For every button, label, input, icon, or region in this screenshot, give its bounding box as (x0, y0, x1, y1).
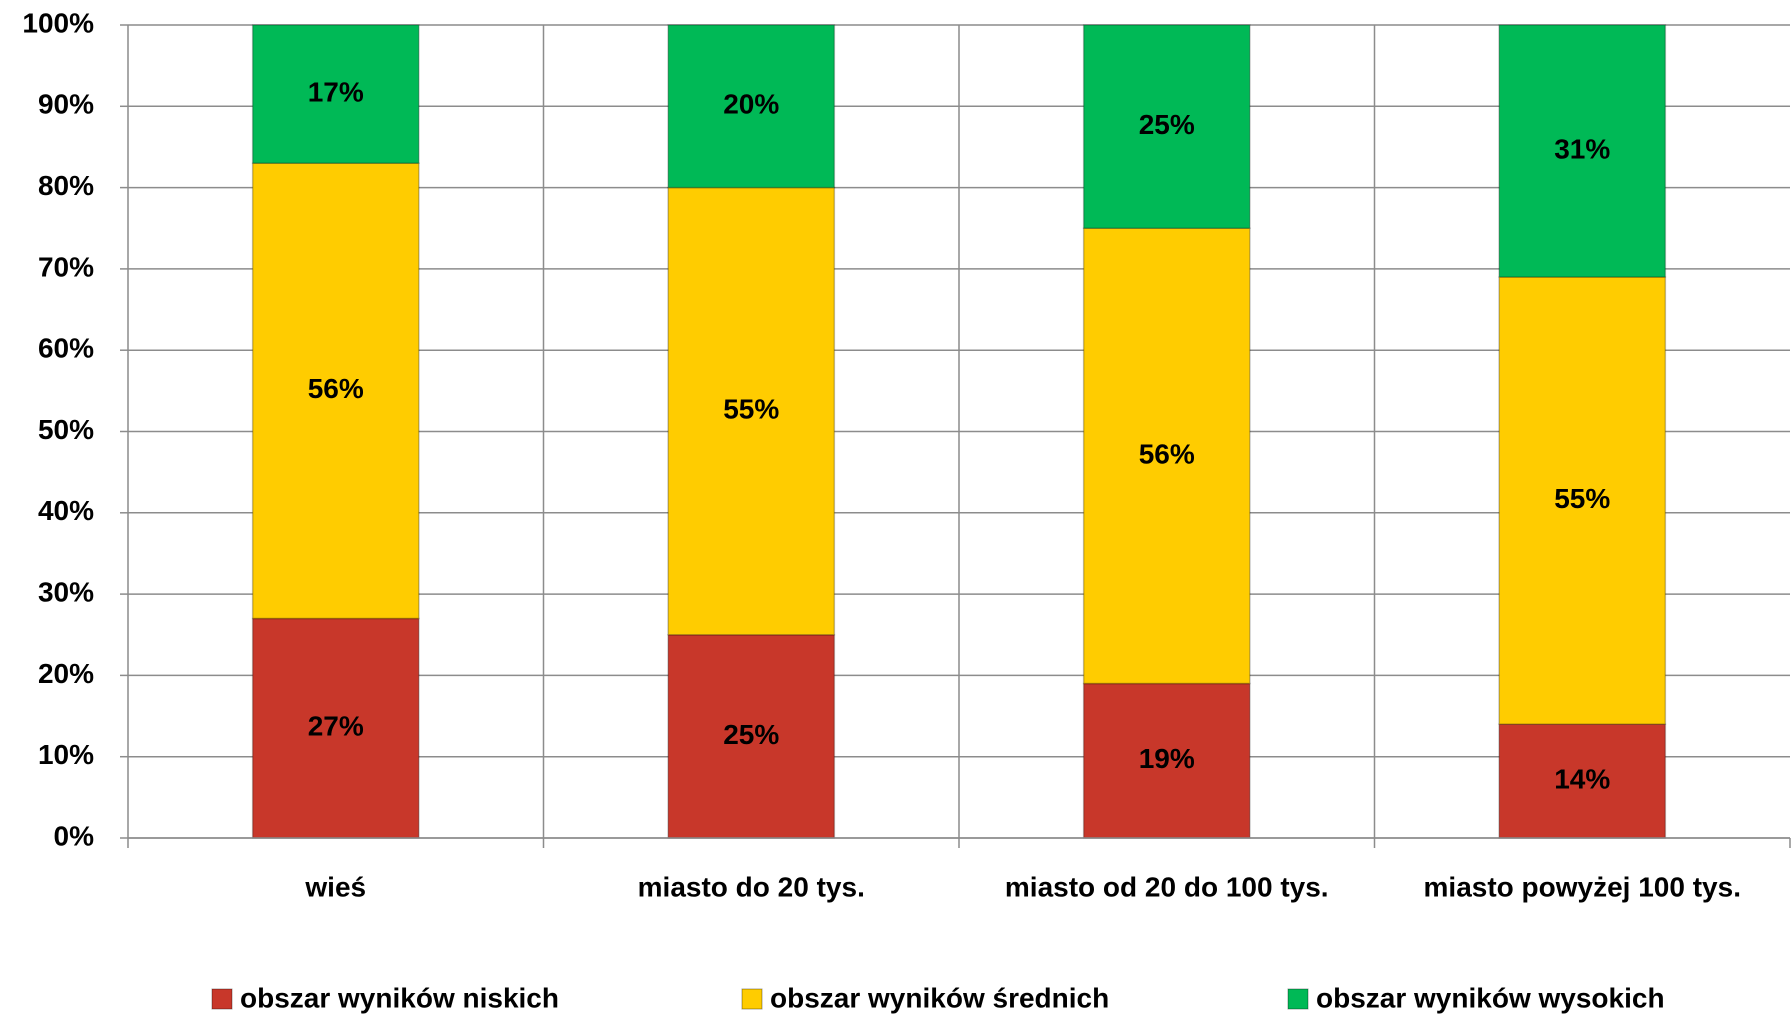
bar-segment (1498, 723, 1667, 839)
bar-segment (1498, 24, 1667, 278)
bar-segment (251, 162, 420, 620)
bar-segment (251, 617, 420, 839)
data-label: 31% (1554, 133, 1610, 164)
x-tick-label: miasto od 20 do 100 tys. (1005, 871, 1329, 902)
x-tick-label: miasto do 20 tys. (638, 871, 865, 902)
data-label: 14% (1554, 763, 1610, 794)
y-tick-label: 60% (38, 333, 94, 364)
y-tick-label: 40% (38, 495, 94, 526)
y-tick-label: 30% (38, 576, 94, 607)
bar-segment (251, 24, 420, 164)
data-label: 25% (723, 719, 779, 750)
data-label: 17% (308, 76, 364, 107)
legend-swatch (741, 988, 763, 1010)
y-tick-label: 70% (38, 251, 94, 282)
x-tick-label: wieś (304, 871, 366, 902)
y-tick-label: 0% (54, 820, 95, 851)
y-tick-label: 100% (22, 7, 94, 38)
y-tick-label: 80% (38, 170, 94, 201)
bar-segment (667, 186, 836, 636)
legend-label: obszar wyników niskich (240, 982, 559, 1013)
y-tick-label: 90% (38, 89, 94, 120)
data-label: 25% (1139, 109, 1195, 140)
y-tick-label: 10% (38, 739, 94, 770)
legend-label: obszar wyników średnich (770, 982, 1109, 1013)
data-label: 56% (1139, 438, 1195, 469)
data-label: 19% (1139, 743, 1195, 774)
bar-segment (1082, 227, 1251, 685)
bar-segment (1498, 276, 1667, 725)
data-label: 27% (308, 711, 364, 742)
data-label: 55% (1554, 483, 1610, 514)
bar-segment (667, 24, 836, 189)
data-label: 55% (723, 394, 779, 425)
bar-segment (667, 634, 836, 839)
legend-label: obszar wyników wysokich (1316, 982, 1665, 1013)
data-label: 20% (723, 89, 779, 120)
y-tick-label: 50% (38, 414, 94, 445)
bar-segment (1082, 24, 1251, 229)
bar-segment (1082, 682, 1251, 839)
legend-swatch (211, 988, 233, 1010)
x-tick-label: miasto powyżej 100 tys. (1424, 871, 1741, 902)
legend-swatch (1287, 988, 1309, 1010)
y-tick-label: 20% (38, 658, 94, 689)
data-label: 56% (308, 373, 364, 404)
